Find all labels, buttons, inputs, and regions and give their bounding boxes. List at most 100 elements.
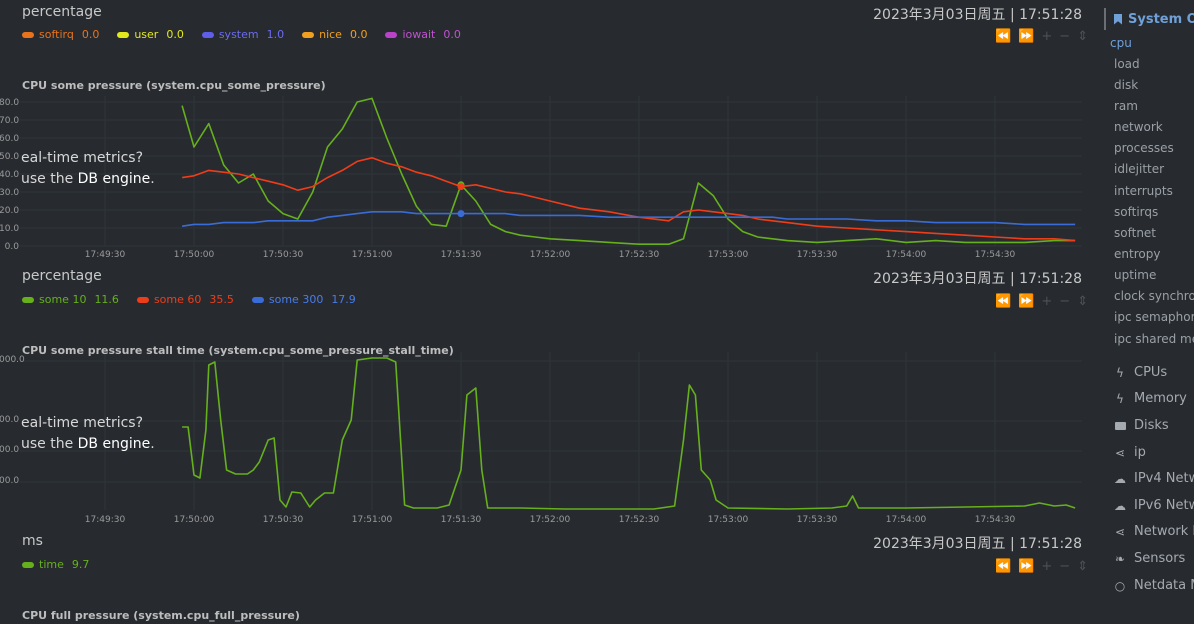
sidebar-item-cpu[interactable]: cpu [1110,36,1132,50]
legend-item-some-300[interactable]: some 300 17.9 [251,293,356,306]
sidebar-item-clock-sync[interactable]: clock synchronization [1114,289,1194,303]
cloud-icon: ☁ [1114,498,1126,513]
circle-icon: ○ [1114,578,1126,593]
sidebar-group-sensors[interactable]: ❧ Sensors [1114,551,1185,566]
zoom-in-icon[interactable]: + [1041,29,1054,44]
sidebar-item-idlejitter[interactable]: idlejitter [1114,162,1165,176]
sidebar-group-label: Netdata Monitoring [1134,578,1194,593]
fast-forward-icon[interactable]: ⏩ [1018,294,1036,309]
sidebar-item-uptime[interactable]: uptime [1114,268,1157,282]
zoom-out-icon[interactable]: − [1059,29,1072,44]
legend-item-system[interactable]: system 1.0 [201,28,284,41]
x-tick: 17:49:30 [84,250,126,260]
sidebar-group-label: Sensors [1134,551,1186,566]
legend-item-time[interactable]: time 9.7 [22,558,89,571]
overlay-line: use the DB engine. [21,434,155,455]
sidebar-group-ipv6[interactable]: ☁ IPv6 Networking [1114,498,1194,513]
y-tick: 00.0 [0,476,20,486]
legend-label: time [39,558,64,571]
x-axis-pressure: 17:49:30 17:50:00 17:50:30 17:51:00 17:51:30… [0,250,1090,262]
legend-item-softirq[interactable]: softirq 0.0 [22,28,99,41]
sidebar-item-ram[interactable]: ram [1114,99,1138,113]
legend-item-iowait[interactable]: iowait 0.0 [385,28,461,41]
sidebar-item-softirqs[interactable]: softirqs [1114,205,1159,219]
y-tick: 00.0 [0,415,20,425]
overlay-line: use the DB engine. [21,169,155,190]
legend-label: some 60 [153,293,202,306]
sidebar-header-label: System Overview [1128,11,1194,27]
legend-swatch [251,296,264,303]
zoom-out-icon[interactable]: − [1059,559,1072,574]
pressure-line-chart[interactable] [0,0,1090,624]
leaf-icon: ❧ [1114,551,1126,566]
zoom-in-icon[interactable]: + [1041,559,1054,574]
legend-label: user [134,28,159,41]
overlay-line: eal-time metrics? [21,415,144,431]
sidebar-group-disks[interactable]: Disks [1114,418,1169,433]
rewind-icon[interactable]: ⏪ [995,294,1013,309]
y-tick: 0.0 [4,242,19,252]
legend-label: some 300 [268,293,324,306]
sidebar-header[interactable]: System Overview [1104,8,1194,30]
legend-value: 0.0 [349,28,368,41]
db-engine-overlay-1: eal-time metrics? use the DB engine. [21,148,155,190]
x-axis-stall: 17:49:30 17:50:00 17:50:30 17:51:00 17:51:30… [0,515,1090,527]
legend-item-some-10[interactable]: some 10 11.6 [22,293,119,306]
sidebar-group-network-interfaces[interactable]: ⋖ Network Interfaces [1114,524,1194,539]
x-tick: 17:49:30 [84,515,126,525]
x-tick: 17:50:00 [173,250,215,260]
sidebar-item-entropy[interactable]: entropy [1114,247,1161,261]
sidebar-item-network[interactable]: network [1114,120,1163,134]
sidebar-group-cpus[interactable]: ϟ CPUs [1114,365,1167,380]
y-tick: 000.0 [0,355,25,365]
db-engine-link[interactable]: DB engine [77,171,151,187]
sidebar-item-ipc-shared-memory[interactable]: ipc shared memory [1114,332,1194,346]
sidebar-item-interrupts[interactable]: interrupts [1114,184,1173,198]
legend-swatch [22,561,34,568]
legend-item-nice[interactable]: nice 0.0 [302,28,367,41]
rewind-icon[interactable]: ⏪ [995,29,1013,44]
sidebar-item-softnet[interactable]: softnet [1114,226,1157,240]
fast-forward-icon[interactable]: ⏩ [1018,559,1036,574]
y-tick: 80.0 [0,98,20,108]
x-tick: 17:50:00 [173,515,215,525]
x-tick: 17:51:30 [440,515,482,525]
sidebar-item-disk[interactable]: disk [1114,78,1139,92]
share-icon: ⋖ [1114,524,1126,539]
sidebar-group-memory[interactable]: ϟ Memory [1114,391,1187,406]
legend-value: 17.9 [331,293,356,306]
sidebar-item-ipc-semaphores[interactable]: ipc semaphores [1114,310,1194,324]
x-tick: 17:50:30 [262,515,304,525]
zoom-out-icon[interactable]: − [1059,294,1072,309]
fast-forward-icon[interactable]: ⏩ [1018,29,1036,44]
rewind-icon[interactable]: ⏪ [995,559,1013,574]
y-axis-pressure: 80.0 70.0 60.0 50.0 40.0 30.0 20.0 10.0 … [0,96,20,256]
legend-value: 11.6 [94,293,119,306]
x-tick: 17:54:00 [885,515,927,525]
bookmark-icon [1114,13,1122,25]
resize-icon[interactable]: ⇕ [1077,29,1090,44]
section2-unit: percentage [22,268,102,284]
legend-swatch [117,31,130,38]
zoom-in-icon[interactable]: + [1041,294,1054,309]
y-tick: 40.0 [0,170,20,180]
sidebar-group-ip[interactable]: ⋖ ip [1114,445,1146,460]
legend-label: softirq [39,28,74,41]
section1-unit: percentage [22,4,102,20]
resize-icon[interactable]: ⇕ [1077,559,1090,574]
x-tick: 17:51:00 [351,250,393,260]
sidebar-group-netdata[interactable]: ○ Netdata Monitoring [1114,578,1194,593]
legend-item-user[interactable]: user 0.0 [117,28,184,41]
chart-toolbar-1: ⏪ ⏩ + − ⇕ [995,29,1089,44]
sidebar-item-load[interactable]: load [1114,57,1140,71]
folder-icon [1114,421,1126,430]
legend-swatch [22,31,34,38]
legend-swatch [385,31,398,38]
sidebar-item-processes[interactable]: processes [1114,141,1174,155]
db-engine-link[interactable]: DB engine [77,436,151,452]
sidebar-group-ipv4[interactable]: ☁ IPv4 Networking [1114,471,1194,486]
legend-swatch [22,296,34,303]
sidebar-group-label: Disks [1134,418,1169,433]
resize-icon[interactable]: ⇕ [1077,294,1090,309]
legend-item-some-60[interactable]: some 60 35.5 [136,293,234,306]
